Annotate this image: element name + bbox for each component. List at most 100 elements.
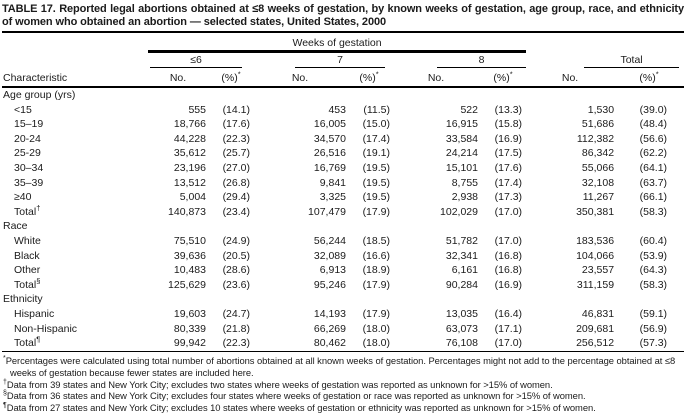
footnote: †Data from 39 states and New York City; … bbox=[3, 378, 684, 391]
cell-count: 99,942 bbox=[173, 337, 206, 350]
cell-percent: (18.5) bbox=[362, 234, 390, 247]
table-row: Hispanic 19,603 (24.7) 14,193 (17.9) 13,035 (1… bbox=[2, 307, 684, 322]
no-header: No. bbox=[254, 68, 346, 88]
table-row: Total¶ 99,942 (22.3) 80,462 (18.0) 76,108 (17.… bbox=[2, 335, 684, 351]
cell-count: 13,035 bbox=[445, 307, 478, 320]
cell-count: 16,005 bbox=[313, 118, 346, 131]
cell-percent: (26.8) bbox=[222, 176, 250, 189]
cell-percent: (62.2) bbox=[639, 147, 668, 160]
cell-percent: (39.0) bbox=[639, 103, 668, 116]
cell-count: 16,769 bbox=[313, 161, 346, 174]
footnote: ¶Data from 27 states and New York City; … bbox=[3, 402, 684, 414]
cell-count: 26,516 bbox=[313, 147, 346, 160]
cell-count: 63,073 bbox=[445, 322, 478, 335]
cell-count: 125,629 bbox=[168, 278, 206, 291]
cell-percent: (18.0) bbox=[362, 337, 390, 350]
table-row: Black 39,636 (20.5) 32,089 (16.6) 32,341 (16.8… bbox=[2, 249, 684, 264]
row-label-cell: Non-Hispanic bbox=[2, 322, 148, 337]
pct-asterisk: * bbox=[375, 69, 379, 79]
no-header: No. bbox=[392, 68, 480, 88]
row-label: Total bbox=[14, 205, 37, 218]
cell-count: 102,029 bbox=[440, 205, 478, 218]
cell-percent: (25.7) bbox=[222, 147, 250, 160]
row-label: ≥40 bbox=[14, 191, 32, 204]
cell-count: 80,339 bbox=[173, 322, 206, 335]
cell-percent: (20.5) bbox=[222, 249, 250, 262]
cell-count: 19,603 bbox=[173, 307, 206, 320]
cell-percent: (59.1) bbox=[639, 307, 668, 320]
footnote-text: Data from 27 states and New York City; e… bbox=[6, 402, 596, 414]
row-label-cell: White bbox=[2, 234, 148, 249]
cell-percent: (28.6) bbox=[222, 264, 250, 277]
cell-count: 9,841 bbox=[319, 176, 346, 189]
row-footnote-marker: § bbox=[36, 276, 41, 286]
cell-count: 76,108 bbox=[445, 337, 478, 350]
cell-count: 8,755 bbox=[451, 176, 478, 189]
row-label-cell: <15 bbox=[2, 103, 148, 118]
cell-percent: (14.1) bbox=[222, 103, 250, 116]
cell-count: 23,196 bbox=[173, 161, 206, 174]
cell-count: 95,246 bbox=[313, 278, 346, 291]
cell-percent: (19.1) bbox=[362, 147, 390, 160]
cell-percent: (24.9) bbox=[222, 234, 250, 247]
cell-count: 15,101 bbox=[445, 161, 478, 174]
cell-count: 46,831 bbox=[581, 307, 615, 320]
table-row: ≥40 5,004 (29.4) 3,325 (19.5) 2,938 (17.3) 11,2… bbox=[2, 190, 684, 205]
cell-count: 5,004 bbox=[179, 191, 206, 204]
cell-count: 140,873 bbox=[168, 205, 206, 218]
cell-count: 32,089 bbox=[313, 249, 346, 262]
cell-percent: (16.8) bbox=[494, 249, 523, 262]
cell-percent: (17.1) bbox=[494, 322, 523, 335]
cell-percent: (19.5) bbox=[362, 161, 390, 174]
cell-percent: (64.3) bbox=[639, 264, 668, 277]
footnote-marker: ¶ bbox=[3, 402, 7, 410]
pct-header: (%)* bbox=[614, 68, 685, 88]
spanner-spacer-right bbox=[526, 33, 684, 52]
cell-percent: (17.9) bbox=[362, 205, 390, 218]
cell-count: 522 bbox=[460, 103, 478, 116]
cell-count: 18,766 bbox=[173, 118, 206, 131]
row-label-cell: 20-24 bbox=[2, 132, 148, 147]
table-row: 30–34 23,196 (27.0) 16,769 (19.5) 15,101 (17.6… bbox=[2, 161, 684, 176]
section-label: Age group (yrs) bbox=[3, 89, 76, 101]
no-header: No. bbox=[526, 68, 615, 88]
cell-percent: (66.1) bbox=[639, 191, 668, 204]
cell-count: 86,342 bbox=[581, 147, 615, 160]
cell-count: 3,325 bbox=[319, 191, 346, 204]
cell-percent: (15.8) bbox=[494, 118, 523, 131]
table-title: TABLE 17. Reported legal abortions obtai… bbox=[2, 3, 684, 33]
footnote-text: Data from 36 states and New York City; e… bbox=[6, 390, 586, 402]
cell-percent: (56.6) bbox=[639, 132, 668, 145]
footnote-text: Data from 39 states and New York City; e… bbox=[6, 378, 553, 390]
row-label: <15 bbox=[14, 103, 32, 116]
cell-percent: (57.3) bbox=[639, 337, 668, 350]
weeks-of-gestation-label: Weeks of gestation bbox=[292, 37, 382, 49]
row-label: 35–39 bbox=[14, 176, 44, 189]
cell-count: 24,214 bbox=[445, 147, 478, 160]
cell-count: 2,938 bbox=[451, 191, 478, 204]
cell-percent: (22.3) bbox=[222, 337, 250, 350]
cell-percent: (21.8) bbox=[222, 322, 250, 335]
cell-percent: (24.7) bbox=[222, 307, 250, 320]
cell-percent: (58.3) bbox=[639, 205, 668, 218]
cell-count: 14,193 bbox=[313, 307, 346, 320]
section-label: Race bbox=[3, 220, 28, 233]
cell-count: 39,636 bbox=[173, 249, 206, 262]
cell-percent: (53.9) bbox=[639, 249, 668, 262]
cell-percent: (19.5) bbox=[362, 176, 390, 189]
row-label-cell: 15–19 bbox=[2, 117, 148, 132]
cell-count: 32,108 bbox=[581, 176, 615, 189]
cell-percent: (23.6) bbox=[222, 278, 250, 291]
group-label-total: Total bbox=[584, 54, 680, 68]
cell-percent: (16.9) bbox=[494, 278, 523, 291]
group-header-row: ≤6 7 8 Total bbox=[2, 52, 684, 68]
cell-percent: (16.6) bbox=[362, 249, 390, 262]
cell-percent: (48.4) bbox=[639, 118, 668, 131]
row-label-cell: 35–39 bbox=[2, 176, 148, 191]
footnote-text: Percentages were calculated using total … bbox=[5, 354, 676, 378]
weeks-of-gestation-spanner: Weeks of gestation bbox=[148, 33, 527, 53]
cell-percent: (17.0) bbox=[494, 234, 523, 247]
cell-count: 107,479 bbox=[308, 205, 346, 218]
table-row: 35–39 13,512 (26.8) 9,841 (19.5) 8,755 (17.4) 3… bbox=[2, 176, 684, 191]
row-footnote-marker: † bbox=[36, 203, 41, 213]
